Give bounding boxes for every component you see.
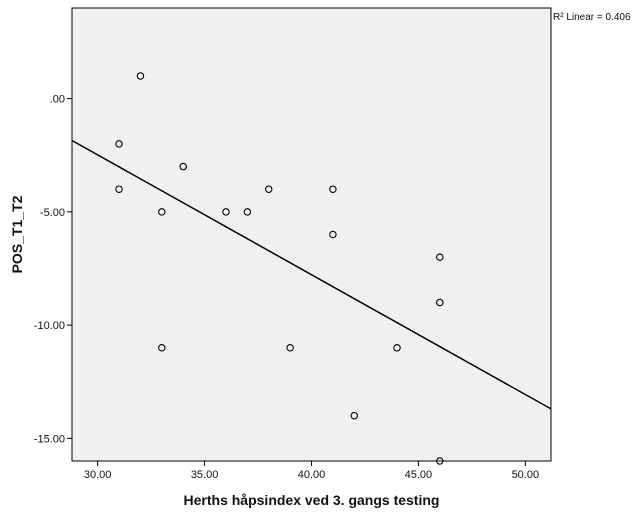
data-point <box>436 457 444 465</box>
axis-ticks: 30.00 35.00 40.00 45.00 50.00 .00 -5.00 -10.00 -… <box>34 94 539 481</box>
r2-label: R² Linear = 0.406 <box>553 12 631 23</box>
data-point <box>436 298 444 307</box>
data-point <box>115 185 123 193</box>
data-point <box>436 253 444 261</box>
data-point <box>329 185 337 193</box>
y-tick-label: -10.00 <box>34 320 65 332</box>
data-points <box>115 72 444 465</box>
x-axis-title: Herths håpsindex ved 3. gangs testing <box>184 492 440 508</box>
data-point <box>286 343 294 352</box>
y-tick-label: -5.00 <box>40 207 65 219</box>
data-point <box>158 343 166 352</box>
data-point <box>115 140 123 148</box>
data-point <box>393 343 401 352</box>
data-point <box>158 208 166 216</box>
fit-line <box>71 139 552 410</box>
data-point <box>329 230 337 239</box>
plot-area <box>71 7 552 462</box>
x-tick-label: 45.00 <box>405 469 433 481</box>
y-tick-label: -15.00 <box>34 433 65 445</box>
data-point <box>179 162 187 171</box>
y-tick-label: .00 <box>50 94 65 106</box>
data-point <box>136 72 145 80</box>
x-tick-label: 50.00 <box>512 469 540 481</box>
fit-line-layer <box>71 139 552 410</box>
data-point <box>264 185 273 193</box>
data-point <box>243 208 252 216</box>
x-tick-label: 40.00 <box>298 469 326 481</box>
data-point <box>222 208 230 216</box>
data-point <box>350 411 359 420</box>
x-tick-label: 35.00 <box>191 469 219 481</box>
x-tick-label: 30.00 <box>84 469 112 481</box>
y-axis-title: POS_T1_T2 <box>9 195 25 273</box>
